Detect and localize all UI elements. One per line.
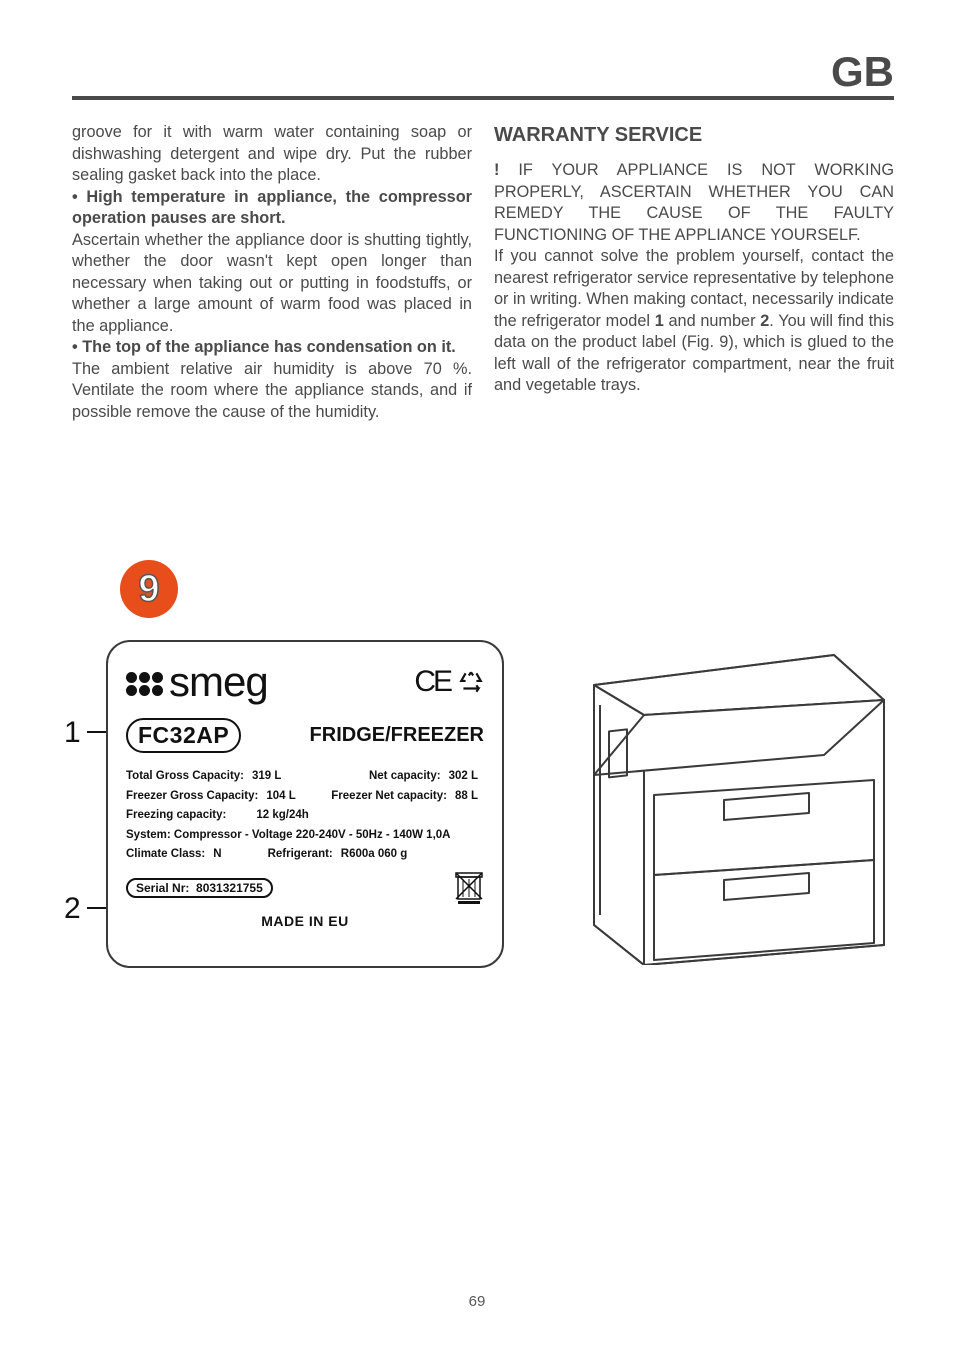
spec-key: Net capacity: (369, 767, 441, 787)
left-column: groove for it with warm water containing… (72, 122, 472, 423)
paragraph: Ascertain whether the appliance door is … (72, 230, 472, 338)
paragraph: If you cannot solve the problem yourself… (494, 246, 894, 397)
brand-dots-icon (126, 672, 163, 696)
spec-key: Refrigerant: (268, 845, 333, 865)
spec-key: Freezer Net capacity: (331, 787, 447, 807)
spec-value: 88 L (455, 787, 478, 807)
model-ref-2: 2 (760, 312, 769, 330)
weee-bin-icon (454, 871, 484, 905)
model-number: FC32AP (126, 718, 241, 753)
spec-value: R600a 060 g (341, 845, 408, 865)
spec-line: System: Compressor - Voltage 220-240V - … (126, 826, 450, 846)
paragraph: The ambient relative air humidity is abo… (72, 359, 472, 424)
product-label: smeg CE FC32AP FRIDGE/FREEZER Total Gros… (106, 640, 504, 968)
body-columns: groove for it with warm water containing… (72, 122, 894, 423)
spec-key: Climate Class: (126, 845, 205, 865)
spec-value: 12 kg/24h (256, 806, 308, 826)
page-number: 69 (0, 1293, 954, 1310)
spec-key: Freezer Gross Capacity: (126, 787, 258, 807)
model-row: FC32AP FRIDGE/FREEZER (126, 718, 484, 753)
spec-value: 302 L (449, 767, 478, 787)
spec-value: 104 L (266, 787, 295, 807)
text: and number (664, 312, 760, 330)
spec-block: Total Gross Capacity: 319 L Net capacity… (126, 767, 484, 865)
figure-number: 9 (138, 568, 159, 611)
spec-key: Freezing capacity: (126, 806, 226, 826)
serial-number: Serial Nr: 8031321755 (126, 878, 273, 898)
callout-2-number: 2 (64, 892, 81, 926)
paragraph: groove for it with warm water containing… (72, 122, 472, 187)
brand-name: smeg (169, 658, 268, 706)
text: IF YOUR APPLIANCE IS NOT WORKING PROPERL… (494, 161, 894, 244)
section-title: WARRANTY SERVICE (494, 122, 894, 148)
made-in-label: MADE IN EU (126, 913, 484, 929)
ce-mark-icon: CE (414, 665, 450, 699)
spec-value: 319 L (252, 767, 281, 787)
fridge-illustration (574, 645, 894, 965)
brand-logo: smeg (126, 658, 268, 706)
page-header: GB (72, 52, 894, 100)
bullet-heading: • High temperature in appliance, the com… (72, 187, 472, 230)
label-top-row: smeg CE (126, 656, 484, 708)
spec-value: N (213, 845, 221, 865)
paragraph: ! IF YOUR APPLIANCE IS NOT WORKING PROPE… (494, 160, 894, 246)
serial-key: Serial Nr: (136, 881, 189, 895)
recycle-icon (458, 669, 484, 695)
right-column: WARRANTY SERVICE ! IF YOUR APPLIANCE IS … (494, 122, 894, 423)
figure-number-badge: 9 (120, 560, 178, 618)
serial-row: Serial Nr: 8031321755 (126, 871, 484, 905)
model-ref-1: 1 (655, 312, 664, 330)
certification-marks: CE (414, 665, 484, 699)
serial-value: 8031321755 (196, 881, 263, 895)
callout-1-number: 1 (64, 716, 81, 750)
region-code: GB (831, 48, 894, 96)
spec-key: Total Gross Capacity: (126, 767, 244, 787)
product-type: FRIDGE/FREEZER (310, 724, 484, 747)
bullet-heading: • The top of the appliance has condensat… (72, 337, 472, 359)
